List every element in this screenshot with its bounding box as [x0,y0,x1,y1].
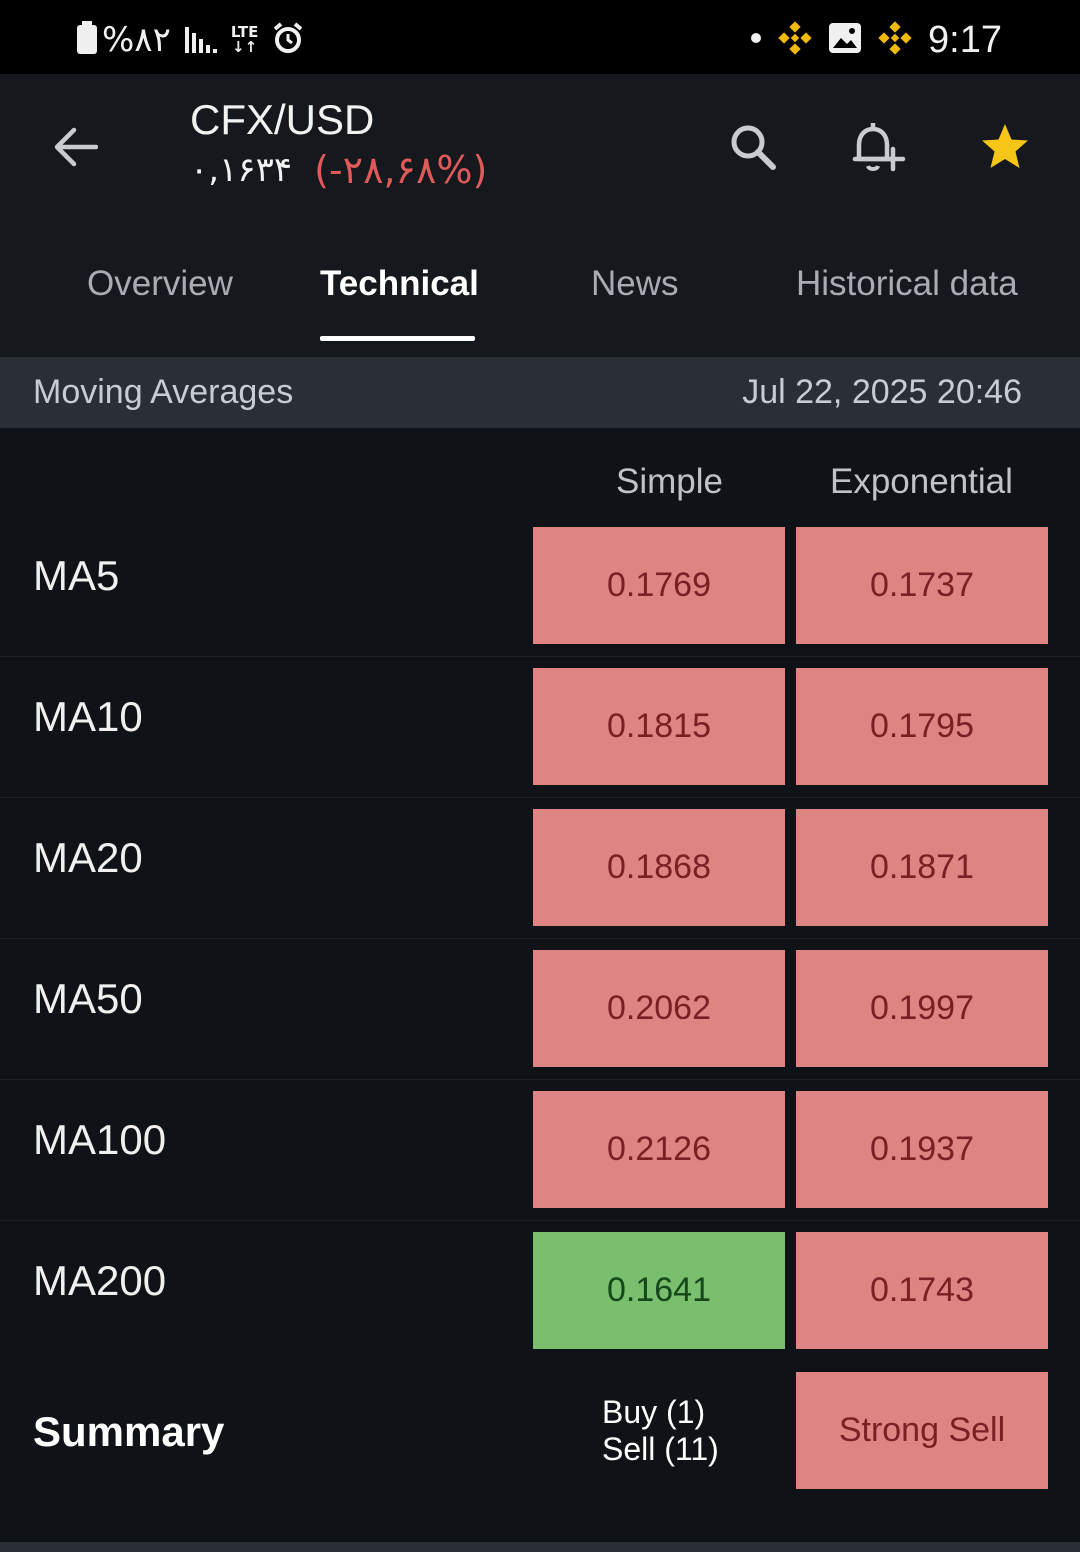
price-row: ۰,۱۶۳۴ (-۲۸,۶۸%) [190,148,487,192]
summary-label: Summary [33,1408,225,1455]
cell-simple: 0.1641 [533,1232,785,1349]
row-label: MA50 [33,975,143,1022]
sell-count: Sell (11) [602,1431,719,1467]
price-change: (-۲۸,۶۸%) [314,148,488,192]
last-price: ۰,۱۶۳۴ [190,150,293,190]
search-button[interactable] [718,114,788,184]
battery-percent: %۸۲ [102,20,171,60]
arrow-left-icon [52,127,99,172]
cell-exponential: 0.1997 [796,950,1048,1067]
data-arrows-icon: ↓↑ [232,38,258,56]
tab-technical[interactable]: Technical [320,264,479,303]
column-header-simple: Simple [616,462,723,501]
tab-bar: Overview Technical News Historical data [0,236,1080,356]
binance-icon-2 [876,19,914,62]
status-right: 9:17 [750,18,1002,62]
search-icon [728,122,778,177]
battery-icon [76,20,98,60]
row-label: MA200 [33,1257,167,1304]
buy-count: Buy (1) [602,1394,706,1430]
tab-news[interactable]: News [591,264,679,303]
binance-icon [776,19,814,62]
row-label: MA20 [33,834,143,881]
section-title: Moving Averages [33,373,294,411]
cell-simple: 0.1815 [533,668,785,785]
table-row-ma50: MA50 0.2062 0.1997 [0,939,1080,1080]
section-header: Moving Averages Jul 22, 2025 20:46 [0,357,1080,428]
cell-simple: 0.2062 [533,950,785,1067]
column-header-exponential: Exponential [830,462,1013,501]
active-tab-indicator [320,336,475,341]
section-date: Jul 22, 2025 20:46 [742,373,1022,411]
row-label: MA10 [33,693,143,740]
cell-exponential: 0.1937 [796,1091,1048,1208]
network-type: LTE [230,23,259,41]
app-bar: CFX/USD ۰,۱۶۳۴ (-۲۸,۶۸%) [0,74,1080,236]
table-row-ma5: MA5 0.1769 0.1737 [0,516,1080,657]
bell-plus-icon [849,119,907,180]
cell-exponential: 0.1743 [796,1232,1048,1349]
next-section-strip [0,1542,1080,1552]
tab-overview[interactable]: Overview [87,264,233,303]
row-label: MA100 [33,1116,167,1163]
cell-simple: 0.1868 [533,809,785,926]
status-left: %۸۲ LTE ↓↑ [76,18,304,62]
table-row-ma10: MA10 0.1815 0.1795 [0,657,1080,798]
cell-exponential: 0.1737 [796,527,1048,644]
table-row-ma100: MA100 0.2126 0.1937 [0,1080,1080,1221]
cell-simple: 0.2126 [533,1091,785,1208]
cell-simple: 0.1769 [533,527,785,644]
cell-exponential: 0.1795 [796,668,1048,785]
summary-counts: Buy (1) Sell (11) [602,1394,719,1468]
alarm-icon [272,21,304,59]
back-button[interactable] [40,114,110,184]
table-row-ma20: MA20 0.1868 0.1871 [0,798,1080,939]
add-alert-button[interactable] [843,114,913,184]
star-icon [979,122,1031,177]
favorite-button[interactable] [970,114,1040,184]
notification-dot-icon [750,31,762,49]
lte-indicator: LTE ↓↑ [231,25,259,55]
signal-icon [184,23,217,58]
status-bar: %۸۲ LTE ↓↑ 9:17 [0,0,1080,74]
clock: 9:17 [928,18,1002,61]
instrument-title: CFX/USD [190,96,375,143]
summary-verdict: Strong Sell [796,1372,1048,1489]
gallery-icon [828,22,862,59]
row-label: MA5 [33,552,120,599]
cell-exponential: 0.1871 [796,809,1048,926]
tab-historical-data[interactable]: Historical data [796,264,1018,303]
table-row-ma200: MA200 0.1641 0.1743 [0,1221,1080,1362]
